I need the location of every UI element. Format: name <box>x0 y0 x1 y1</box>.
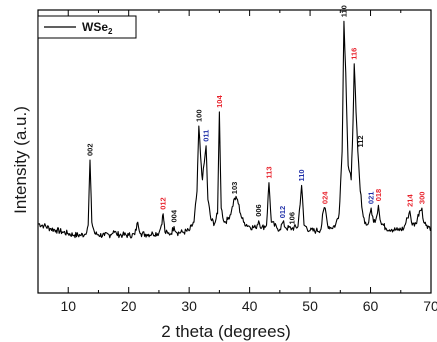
legend-box <box>37 15 137 39</box>
peak-label-018: 018 <box>374 189 383 202</box>
x-axis-title: 2 theta (degrees) <box>161 322 290 341</box>
peak-label-110: 110 <box>297 169 306 181</box>
x-axis-ticks: 10 20 30 40 50 60 70 <box>37 10 437 314</box>
peak-label-214: 214 <box>405 194 414 207</box>
peak-label-116: 116 <box>350 48 359 60</box>
peak-label-002: 002 <box>86 143 95 156</box>
peak-label-112: 112 <box>356 135 365 147</box>
x-tick-label: 70 <box>423 298 437 314</box>
plot-frame <box>37 9 432 294</box>
peak-label-006: 006 <box>254 204 263 217</box>
peak-label-021: 021 <box>367 192 376 205</box>
peak-label-024: 024 <box>321 191 330 204</box>
peak-label-100: 100 <box>194 109 203 122</box>
peak-label-012: 012 <box>159 197 168 210</box>
peak-label-012: 012 <box>278 206 287 219</box>
y-axis-title: Intensity (a.u.) <box>11 106 30 214</box>
x-tick-label: 10 <box>60 298 76 314</box>
plot-border <box>37 9 432 294</box>
peak-label-004: 004 <box>170 209 179 222</box>
x-tick-label: 50 <box>302 298 318 314</box>
peak-label-103: 103 <box>230 182 239 195</box>
x-tick-label: 40 <box>242 298 258 314</box>
peak-label-106: 106 <box>287 212 296 225</box>
peak-label-110: 110 <box>339 5 348 17</box>
peak-label-104: 104 <box>215 95 224 108</box>
peak-label-300: 300 <box>417 192 426 205</box>
legend-entry-name: WSe <box>82 20 108 34</box>
legend-entry-subscript: 2 <box>108 27 113 36</box>
series-layer <box>37 20 432 239</box>
x-tick-label: 20 <box>121 298 137 314</box>
peak-label-011: 011 <box>202 130 211 142</box>
peak-label-113: 113 <box>265 166 274 178</box>
series-line-wse2 <box>37 20 432 239</box>
x-tick-label: 60 <box>363 298 379 314</box>
x-tick-label: 30 <box>181 298 197 314</box>
legend-entry-label: WSe2 <box>82 20 113 36</box>
legend: WSe2 <box>37 15 137 39</box>
